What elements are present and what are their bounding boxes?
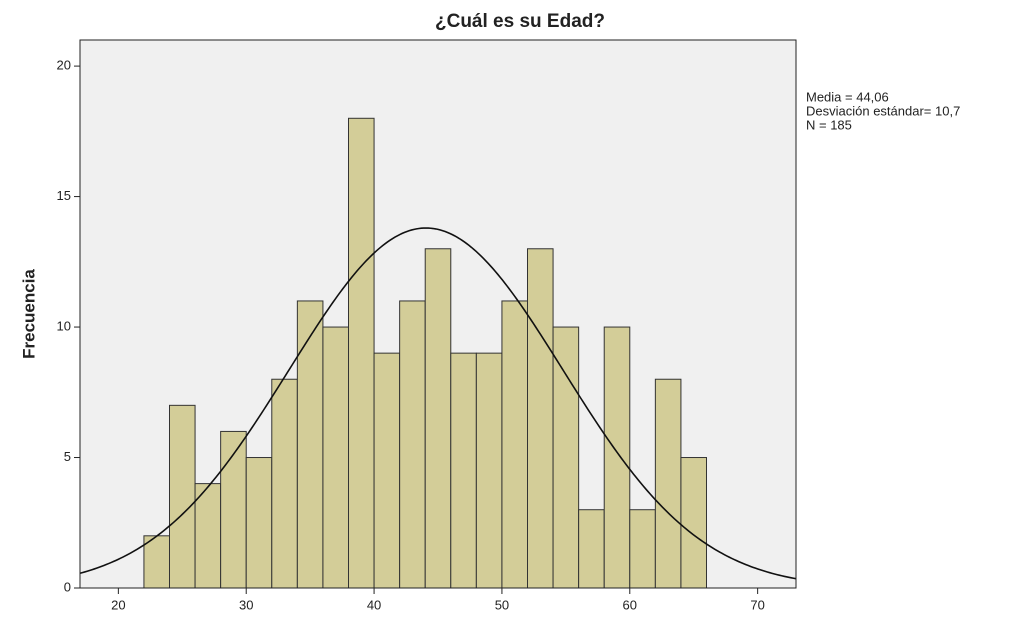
x-tick-label: 30 [239, 597, 253, 612]
bar [245, 457, 273, 589]
x-tick-label: 20 [111, 597, 125, 612]
bar [169, 404, 196, 589]
bar [348, 117, 375, 589]
bar [373, 352, 401, 589]
y-tick-label: 10 [57, 318, 71, 333]
bar [629, 509, 656, 589]
bar [475, 352, 503, 589]
bar [322, 326, 349, 589]
bar [680, 457, 708, 589]
x-tick-label: 40 [367, 597, 381, 612]
bar [296, 300, 324, 589]
y-tick-label: 20 [57, 58, 71, 73]
bar [194, 483, 222, 589]
bar [399, 300, 426, 589]
stat-mean: Media = 44,06 [806, 89, 889, 104]
x-tick-label: 60 [623, 597, 637, 612]
stat-sd: Desviación estándar= 10,7 [806, 103, 960, 118]
y-axis-label: Frecuencia [19, 269, 38, 359]
bar [654, 378, 682, 589]
y-tick-label: 5 [64, 449, 71, 464]
bar [552, 326, 580, 589]
x-tick-label: 50 [495, 597, 509, 612]
x-tick-label: 70 [750, 597, 764, 612]
bar [527, 248, 554, 589]
y-tick-label: 0 [64, 579, 71, 594]
bar [578, 509, 605, 589]
bar [501, 300, 528, 589]
chart-title: ¿Cuál es su Edad? [435, 11, 605, 32]
plot-border [79, 39, 797, 589]
y-tick-label: 15 [57, 188, 71, 203]
stat-n: N = 185 [806, 117, 852, 132]
bar [424, 248, 452, 589]
bar [450, 352, 477, 589]
bar [143, 535, 171, 589]
bar [603, 326, 631, 589]
normal-curve [79, 227, 797, 580]
bar [271, 378, 298, 589]
